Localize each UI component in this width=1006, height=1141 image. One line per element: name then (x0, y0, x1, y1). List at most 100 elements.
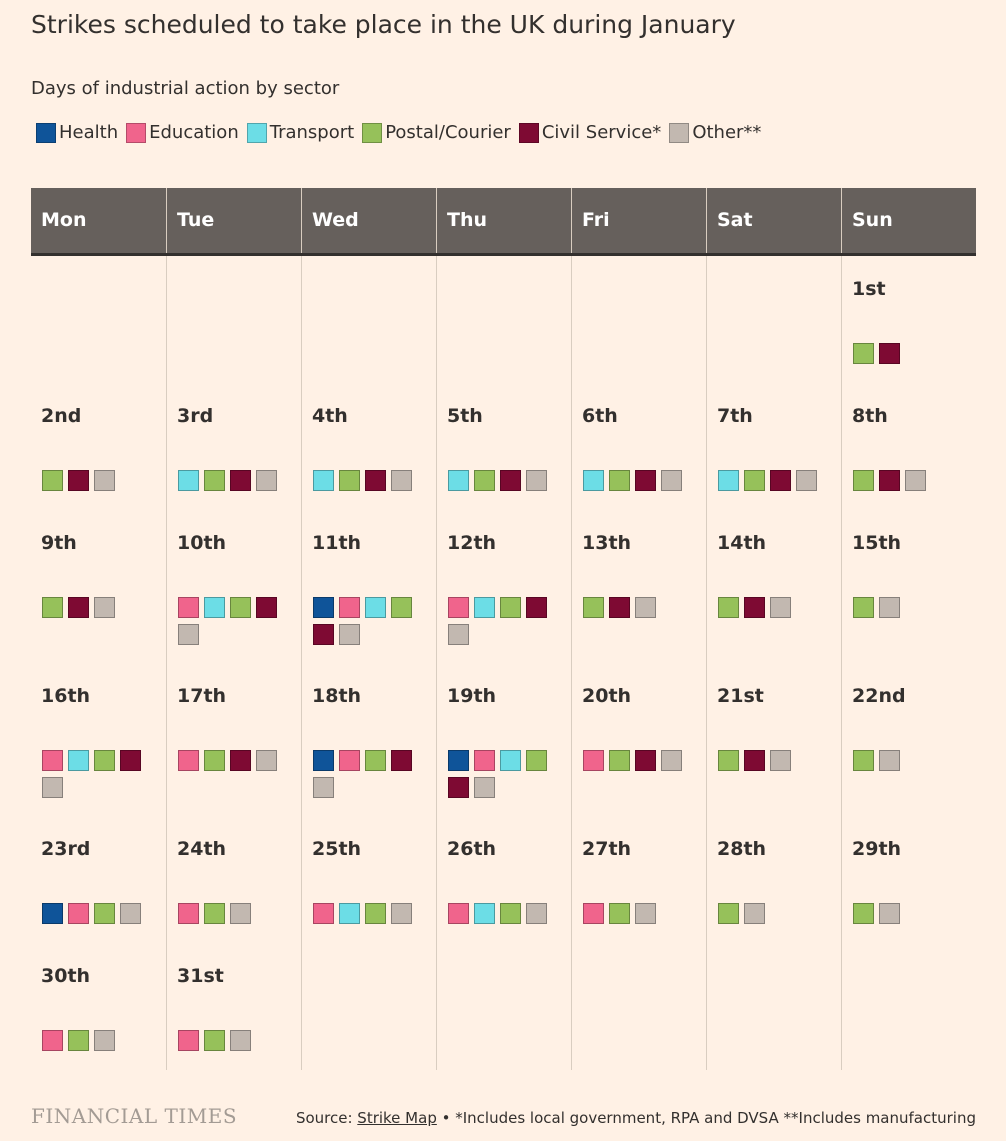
empty-cell (571, 256, 706, 383)
sector-square-postal (391, 597, 412, 618)
sector-square-civil (879, 343, 900, 364)
sector-square-postal (204, 1030, 225, 1051)
sector-square-other (770, 597, 791, 618)
day-label: 31st (177, 965, 224, 987)
sector-square-education (448, 903, 469, 924)
sector-squares (42, 597, 150, 618)
day-label: 26th (447, 838, 497, 860)
sector-square-transport (583, 470, 604, 491)
sector-square-postal (718, 750, 739, 771)
sector-squares (448, 750, 556, 798)
sector-square-transport (474, 903, 495, 924)
sector-square-other (661, 750, 682, 771)
sector-square-transport (448, 470, 469, 491)
legend-item-transport: Transport (246, 122, 355, 143)
day-cell: 24th (166, 816, 301, 943)
sector-square-education (178, 597, 199, 618)
empty-cell (436, 943, 571, 1070)
sector-square-other (391, 903, 412, 924)
sector-square-postal (365, 750, 386, 771)
sector-squares (42, 903, 150, 924)
weekday-thu: Thu (436, 188, 571, 253)
sector-square-civil (744, 750, 765, 771)
legend-label-civil: Civil Service* (541, 122, 662, 143)
chart-title: Strikes scheduled to take place in the U… (31, 10, 736, 39)
sector-square-health (313, 597, 334, 618)
day-label: 23rd (41, 838, 91, 860)
sector-squares (583, 750, 691, 771)
sector-squares (178, 750, 286, 771)
empty-cell (166, 256, 301, 383)
day-label: 6th (582, 405, 618, 427)
legend-label-education: Education (149, 122, 239, 143)
sector-squares (853, 903, 961, 924)
sector-squares (583, 597, 691, 618)
sector-square-postal (365, 903, 386, 924)
day-label: 17th (177, 685, 227, 707)
sector-square-civil (635, 470, 656, 491)
ft-logo: FINANCIAL TIMES (31, 1104, 238, 1128)
sector-square-education (178, 750, 199, 771)
sector-squares (42, 750, 150, 798)
sector-squares (313, 470, 421, 491)
sector-square-postal (94, 903, 115, 924)
legend-label-health: Health (59, 122, 119, 143)
day-cell: 22nd (841, 663, 976, 816)
day-label: 9th (41, 532, 77, 554)
legend-item-postal: Postal/Courier (362, 122, 511, 143)
day-cell: 12th (436, 510, 571, 663)
sector-square-health (448, 750, 469, 771)
sector-square-civil (770, 470, 791, 491)
sector-square-transport (365, 597, 386, 618)
day-label: 7th (717, 405, 753, 427)
empty-cell (436, 256, 571, 383)
day-cell: 30th (31, 943, 166, 1070)
sector-square-education (339, 597, 360, 618)
sector-square-other (526, 903, 547, 924)
sector-square-other (313, 777, 334, 798)
sector-square-transport (313, 470, 334, 491)
sector-square-postal (853, 597, 874, 618)
day-cell: 7th (706, 383, 841, 510)
sector-square-civil (256, 597, 277, 618)
sector-square-postal (204, 903, 225, 924)
source-prefix: Source: (295, 1109, 358, 1127)
day-label: 30th (41, 965, 91, 987)
sector-square-other (635, 903, 656, 924)
day-label: 29th (852, 838, 902, 860)
sector-square-other (178, 624, 199, 645)
day-label: 27th (582, 838, 632, 860)
sector-square-education (583, 903, 604, 924)
sector-squares (178, 470, 286, 491)
sector-square-other (391, 470, 412, 491)
day-cell: 4th (301, 383, 436, 510)
legend-item-health: Health (36, 122, 118, 143)
sector-squares (853, 470, 961, 491)
legend-item-civil: Civil Service* (518, 122, 662, 143)
sector-square-postal (609, 903, 630, 924)
sector-square-transport (68, 750, 89, 771)
day-cell: 8th (841, 383, 976, 510)
legend-swatch-postal (362, 122, 383, 143)
legend-label-transport: Transport (269, 122, 355, 143)
source-link[interactable]: Strike Map (357, 1109, 437, 1127)
day-label: 25th (312, 838, 362, 860)
sector-squares (313, 903, 421, 924)
empty-cell (706, 256, 841, 383)
day-label: 14th (717, 532, 767, 554)
sector-square-civil (526, 597, 547, 618)
sector-square-postal (853, 903, 874, 924)
sector-squares (178, 597, 286, 645)
day-cell: 31st (166, 943, 301, 1070)
day-label: 8th (852, 405, 888, 427)
sector-square-other (339, 624, 360, 645)
empty-cell (301, 943, 436, 1070)
sector-square-postal (609, 750, 630, 771)
calendar-grid: 1st 2nd 3rd 4th 5th 6th 7th 8th 9th 10th 11th 12th 1… (31, 256, 976, 1070)
sector-squares (718, 750, 826, 771)
day-label: 11th (312, 532, 362, 554)
weekday-wed: Wed (301, 188, 436, 253)
sector-square-civil (120, 750, 141, 771)
sector-square-civil (313, 624, 334, 645)
sector-square-other (474, 777, 495, 798)
